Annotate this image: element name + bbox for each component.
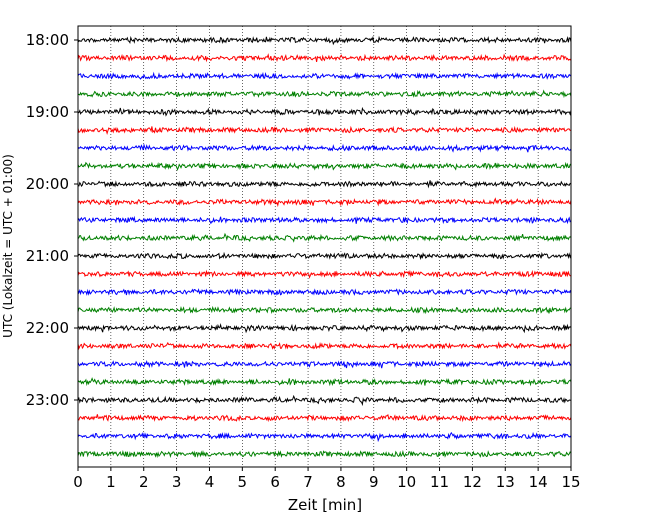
x-tick-label: 7: [303, 473, 313, 491]
trace-line: [77, 35, 572, 46]
trace-line: [77, 197, 572, 208]
trace-line: [77, 71, 572, 80]
x-tick-label: 4: [205, 473, 215, 491]
trace-line: [77, 232, 572, 243]
trace-line: [77, 288, 572, 296]
trace-line: [77, 413, 572, 423]
trace-line: [77, 106, 572, 117]
trace-line: [77, 180, 572, 189]
y-tick-label: 21:00: [26, 247, 69, 265]
trace-line: [77, 125, 571, 136]
plot-frame: [77, 25, 572, 468]
trace-line: [77, 53, 572, 63]
trace-line: [77, 359, 572, 369]
x-tick-label: 11: [430, 473, 449, 491]
x-tick-label: 6: [270, 473, 280, 491]
x-tick-label: 1: [106, 473, 116, 491]
trace-line: [77, 161, 572, 172]
x-tick-label: 8: [336, 473, 346, 491]
x-tick-label: 13: [496, 473, 515, 491]
trace-line: [77, 449, 572, 459]
trace-line: [77, 251, 572, 261]
y-tick-label: 22:00: [26, 319, 69, 337]
trace-line: [77, 377, 572, 387]
y-tick-label: 19:00: [26, 103, 69, 121]
y-tick-label: 23:00: [26, 391, 69, 409]
x-tick-label: 9: [369, 473, 379, 491]
x-tick-label: 0: [73, 473, 83, 491]
x-tick-label: 12: [463, 473, 482, 491]
trace-line: [77, 431, 572, 443]
y-axis-ticks: 18:00 19:00 20:00 21:00 22:00 23:00: [26, 31, 78, 409]
x-axis-ticks: 0 1 2 3 4 5 6 7 8 9 10 11 12 13 14 15: [73, 467, 581, 491]
trace-line: [77, 143, 572, 153]
y-tick-label: 20:00: [26, 175, 69, 193]
trace-line: [77, 305, 572, 315]
x-tick-label: 3: [172, 473, 182, 491]
y-tick-label: 18:00: [26, 31, 69, 49]
x-tick-label: 15: [561, 473, 580, 491]
x-axis-label: Zeit [min]: [288, 496, 362, 514]
trace-line: [77, 215, 572, 225]
trace-line: [77, 394, 572, 407]
x-tick-label: 14: [529, 473, 548, 491]
x-tick-label: 10: [397, 473, 416, 491]
trace-line: [77, 269, 571, 279]
trace-line: [77, 89, 572, 99]
trace-line: [77, 341, 572, 351]
x-tick-label: 2: [139, 473, 149, 491]
trace-line: [77, 323, 572, 334]
x-tick-label: 5: [238, 473, 248, 491]
y-axis-label: UTC (Lokalzeit = UTC + 01:00): [1, 154, 15, 338]
seismic-traces: [77, 35, 572, 459]
